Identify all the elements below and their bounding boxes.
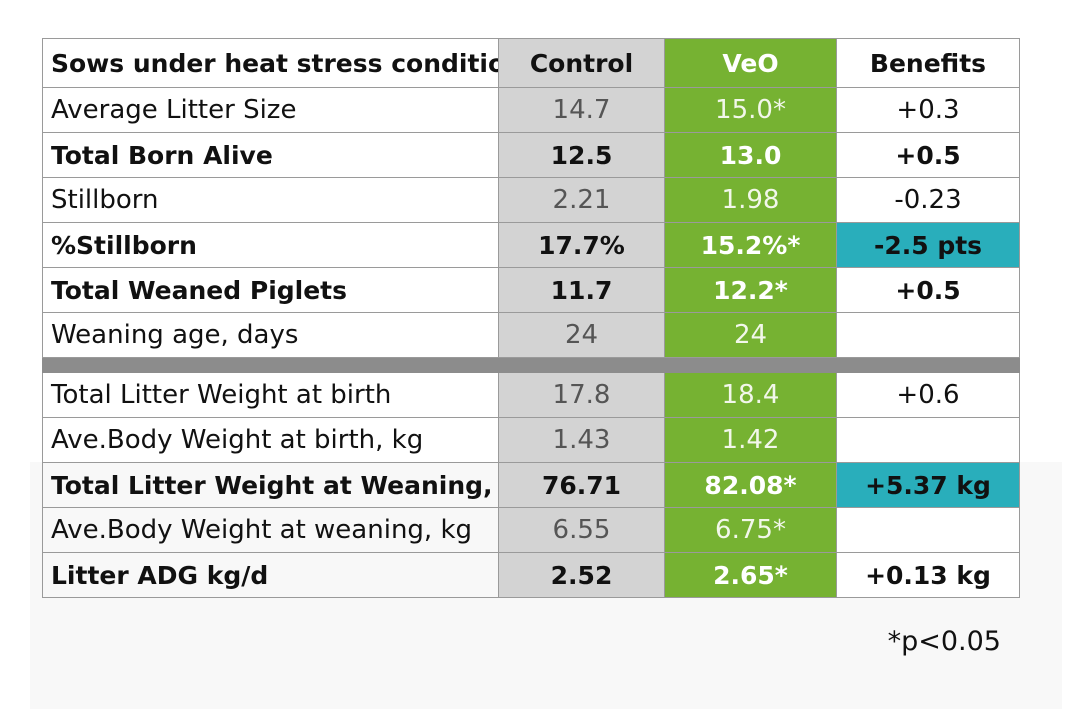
row-label: Ave.Body Weight at birth, kg: [42, 417, 499, 463]
section-divider-cell: [836, 357, 1020, 373]
benefit-value: -2.5 pts: [836, 222, 1020, 268]
veo-value: 1.42: [664, 417, 837, 463]
benefit-value: +5.37 kg: [836, 462, 1020, 508]
row-label: Total Litter Weight at birth: [42, 372, 499, 418]
table-row: Ave.Body Weight at birth, kg 1.43 1.42: [42, 417, 1020, 463]
row-label: Total Born Alive: [42, 132, 499, 178]
section-divider-cell: [498, 357, 665, 373]
benefit-value: +0.13 kg: [836, 552, 1020, 598]
veo-value: 13.0: [664, 132, 837, 178]
control-value: 76.71: [498, 462, 665, 508]
table-row: Total Born Alive 12.5 13.0 +0.5: [42, 132, 1020, 178]
section-divider-cell: [42, 357, 499, 373]
section-divider-cell: [664, 357, 837, 373]
benefit-value: -0.23: [836, 177, 1020, 223]
results-table: Sows under heat stress conditions Contro…: [42, 38, 1020, 598]
veo-value: 82.08*: [664, 462, 837, 508]
control-value: 17.7%: [498, 222, 665, 268]
benefit-value: +0.3: [836, 87, 1020, 133]
benefit-value: [836, 417, 1020, 463]
veo-value: 12.2*: [664, 267, 837, 313]
section-divider: [42, 357, 1020, 373]
table-row: Ave.Body Weight at weaning, kg 6.55 6.75*: [42, 507, 1020, 553]
header-conditions: Sows under heat stress conditions: [42, 38, 499, 88]
row-label: Ave.Body Weight at weaning, kg: [42, 507, 499, 553]
header-benefits: Benefits: [836, 38, 1020, 88]
veo-value: 15.2%*: [664, 222, 837, 268]
row-label: Average Litter Size: [42, 87, 499, 133]
control-value: 1.43: [498, 417, 665, 463]
control-value: 6.55: [498, 507, 665, 553]
row-label: Weaning age, days: [42, 312, 499, 358]
header-control: Control: [498, 38, 665, 88]
header-row: Sows under heat stress conditions Contro…: [42, 38, 1020, 88]
row-label: %Stillborn: [42, 222, 499, 268]
veo-value: 24: [664, 312, 837, 358]
control-value: 24: [498, 312, 665, 358]
footnote: *p<0.05: [887, 626, 1001, 657]
control-value: 17.8: [498, 372, 665, 418]
control-value: 2.52: [498, 552, 665, 598]
table-row: Litter ADG kg/d 2.52 2.65* +0.13 kg: [42, 552, 1020, 598]
veo-value: 15.0*: [664, 87, 837, 133]
benefit-value: +0.5: [836, 267, 1020, 313]
control-value: 2.21: [498, 177, 665, 223]
benefit-value: [836, 507, 1020, 553]
benefit-value: +0.6: [836, 372, 1020, 418]
veo-value: 6.75*: [664, 507, 837, 553]
control-value: 12.5: [498, 132, 665, 178]
table-body: Average Litter Size 14.7 15.0* +0.3 Total Bo…: [42, 87, 1020, 598]
table-row: Stillborn 2.21 1.98 -0.23: [42, 177, 1020, 223]
table-row: Average Litter Size 14.7 15.0* +0.3: [42, 87, 1020, 133]
row-label: Stillborn: [42, 177, 499, 223]
table-row: Weaning age, days 24 24: [42, 312, 1020, 358]
table-row: %Stillborn 17.7% 15.2%* -2.5 pts: [42, 222, 1020, 268]
veo-value: 18.4: [664, 372, 837, 418]
table-row: Total Litter Weight at Weaning, kg 76.71 8…: [42, 462, 1020, 508]
control-value: 14.7: [498, 87, 665, 133]
veo-value: 1.98: [664, 177, 837, 223]
row-label: Total Weaned Piglets: [42, 267, 499, 313]
benefit-value: +0.5: [836, 132, 1020, 178]
header-veo: VeO: [664, 38, 837, 88]
row-label: Litter ADG kg/d: [42, 552, 499, 598]
veo-value: 2.65*: [664, 552, 837, 598]
table-row: Total Weaned Piglets 11.7 12.2* +0.5: [42, 267, 1020, 313]
row-label: Total Litter Weight at Weaning, kg: [42, 462, 499, 508]
table-row: Total Litter Weight at birth 17.8 18.4 +0.6: [42, 372, 1020, 418]
benefit-value: [836, 312, 1020, 358]
control-value: 11.7: [498, 267, 665, 313]
